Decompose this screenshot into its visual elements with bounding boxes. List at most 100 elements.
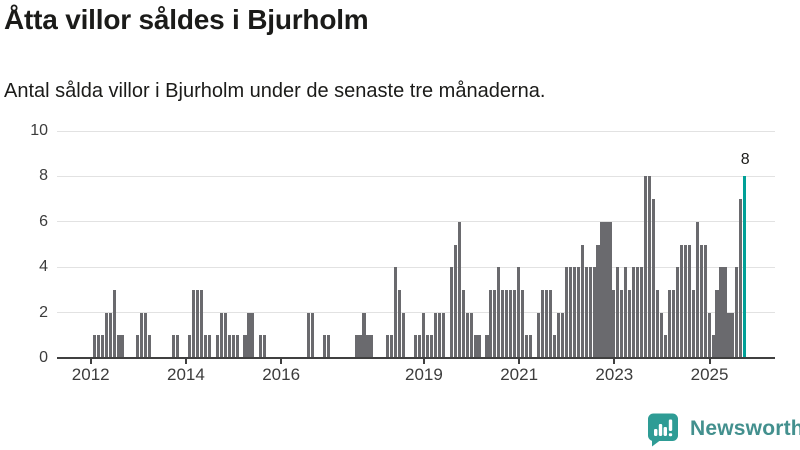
x-axis-tick: [518, 358, 521, 364]
bar: [231, 335, 235, 358]
highlighted-bar: [743, 176, 747, 358]
bar: [259, 335, 263, 358]
bar: [648, 176, 652, 358]
bar: [457, 221, 461, 358]
gridline: [57, 266, 775, 268]
bar: [449, 267, 453, 358]
bar: [580, 244, 584, 358]
bar: [723, 267, 727, 358]
x-axis-tick: [708, 358, 711, 364]
bar: [223, 312, 227, 358]
bar: [703, 244, 707, 358]
bar: [140, 312, 144, 358]
bar: [521, 289, 525, 358]
bar: [207, 335, 211, 358]
bar: [235, 335, 239, 358]
bar: [663, 335, 668, 358]
bar: [92, 335, 96, 358]
gridline: [57, 130, 775, 132]
bar: [596, 244, 600, 358]
bar: [417, 335, 422, 358]
bar: [421, 312, 426, 358]
bar: [187, 335, 191, 358]
bar: [176, 335, 180, 358]
bar: [691, 289, 695, 358]
bar: [251, 312, 255, 358]
bar: [473, 335, 477, 358]
bar: [390, 335, 394, 358]
bar: [362, 312, 366, 358]
bar: [116, 335, 120, 358]
bar: [659, 312, 664, 358]
bar: [243, 335, 247, 358]
bar: [536, 312, 541, 358]
bar: [497, 267, 501, 358]
x-axis-label: 2025: [690, 365, 729, 384]
bar: [104, 312, 108, 358]
bar: [588, 267, 592, 358]
bar: [525, 335, 529, 358]
bar: [600, 221, 604, 358]
bar: [469, 312, 473, 358]
bar: [612, 289, 616, 358]
bar: [425, 335, 430, 358]
bar: [326, 335, 330, 358]
bar: [398, 289, 402, 358]
bar: [548, 289, 552, 358]
bar: [394, 267, 398, 358]
bar: [655, 289, 660, 358]
bar: [731, 312, 735, 358]
bar: [576, 267, 580, 358]
bar: [386, 335, 390, 358]
chart-subtitle: Antal sålda villor i Bjurholm under de s…: [4, 80, 546, 102]
x-axis-label: 2019: [405, 365, 443, 384]
bar: [735, 267, 739, 358]
bar: [96, 335, 100, 358]
bar: [370, 335, 374, 358]
bar: [247, 312, 251, 358]
bar: [727, 312, 731, 358]
x-axis-line: [57, 357, 775, 359]
bar: [608, 221, 612, 358]
x-axis-label: 2014: [167, 365, 205, 384]
bar: [191, 289, 195, 358]
x-axis-tick: [280, 358, 283, 364]
y-axis-label: 10: [30, 122, 48, 139]
bar: [517, 267, 521, 358]
bar: [644, 176, 648, 358]
bar: [489, 289, 493, 358]
bar: [667, 289, 671, 358]
bar: [437, 312, 441, 358]
bar: [509, 289, 513, 358]
bar: [429, 335, 433, 358]
bar: [136, 335, 140, 358]
bar: [402, 312, 406, 358]
bar: [310, 312, 314, 358]
bar: [195, 289, 199, 358]
bar: [465, 312, 469, 358]
plot-area: 8 2012 2014 2016 2019 2021 2023 2025: [57, 130, 775, 384]
x-axis-label: 2016: [262, 365, 301, 384]
bar: [679, 244, 683, 358]
bar: [493, 289, 497, 358]
brand-footer: Newsworthy: [645, 411, 800, 447]
bar: [544, 289, 549, 358]
bar: [485, 335, 489, 358]
bar: [652, 199, 656, 358]
bar: [707, 312, 711, 358]
x-axis-tick: [89, 358, 92, 364]
bar: [366, 335, 370, 358]
bar: [628, 289, 632, 358]
y-axis-label: 4: [39, 258, 48, 276]
bar: [620, 289, 624, 358]
x-axis-label: 2012: [71, 365, 110, 384]
x-axis-tick: [422, 358, 425, 364]
bar: [711, 335, 715, 358]
bar: [616, 267, 620, 358]
bar: [675, 267, 679, 358]
bar: [604, 221, 608, 358]
gridline: [57, 312, 775, 314]
y-axis-label: 2: [39, 303, 48, 321]
newsworthy-logo-icon: [648, 413, 678, 447]
bar: [564, 267, 568, 358]
